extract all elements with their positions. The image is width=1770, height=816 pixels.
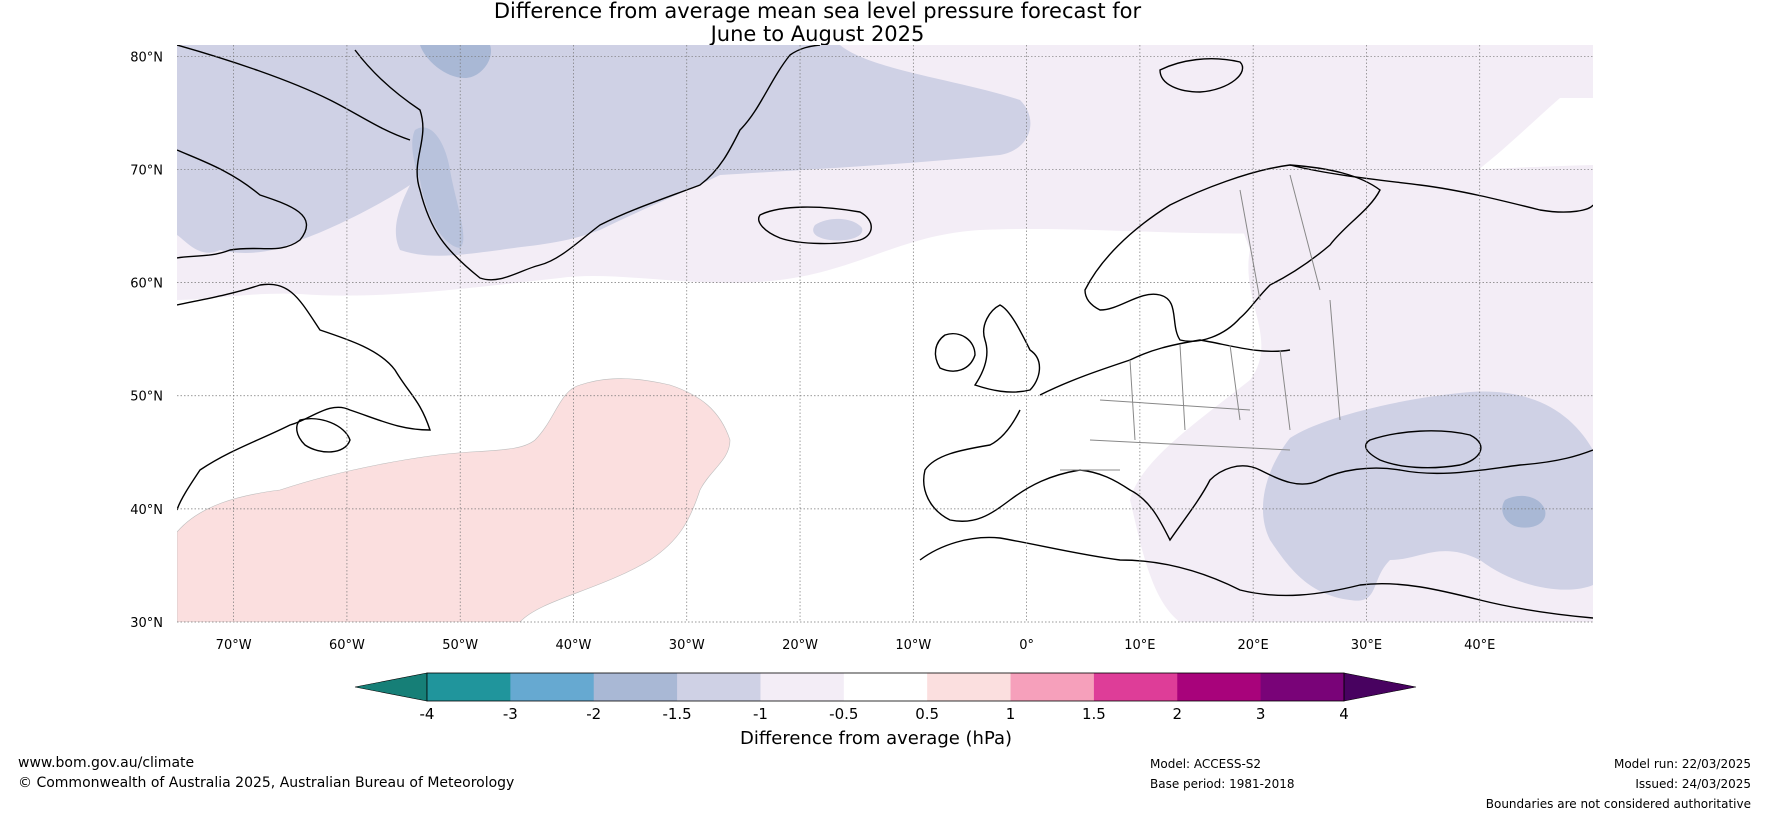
coast-europe	[923, 339, 1593, 542]
colorbar-tick-label: 2	[1172, 705, 1182, 723]
lon-label: 0°	[1019, 638, 1034, 653]
lon-label: 30°W	[669, 638, 705, 653]
colorbar-tick-label: -1	[753, 705, 768, 723]
colorbar-tick-label: -0.5	[829, 705, 858, 723]
colorbar-tick-label: -1.5	[662, 705, 691, 723]
colorbar	[354, 672, 1417, 702]
colorbar-tick-label: 3	[1256, 705, 1266, 723]
colorbar-segment	[1177, 673, 1262, 701]
chart-title: Difference from average mean sea level p…	[0, 0, 1635, 46]
colorbar-segment	[1093, 673, 1178, 701]
coast-north-africa	[919, 536, 1593, 619]
coast-greenland	[354, 45, 821, 281]
colorbar-segment	[760, 673, 845, 701]
colorbar-tick-label: 0.5	[915, 705, 939, 723]
disclaimer-text: Boundaries are not considered authoritat…	[1485, 797, 1751, 811]
anomaly-region-greenland	[177, 45, 1031, 256]
colorbar-segment	[510, 673, 595, 701]
colorbar-tick-label: 1.5	[1082, 705, 1106, 723]
lon-label: 20°E	[1238, 638, 1269, 653]
coast-ireland	[934, 333, 976, 372]
coastlines	[177, 45, 1593, 619]
colorbar-segment	[1010, 673, 1095, 701]
coast-labrador	[177, 283, 431, 511]
colorbar-tick-label: -4	[420, 705, 435, 723]
coast-iceland	[758, 206, 872, 245]
model-run-text: Model run: 22/03/2025	[1613, 757, 1751, 771]
lon-label: 70°W	[216, 638, 252, 653]
lat-label: 60°N	[130, 277, 163, 292]
base-period-text: Base period: 1981-2018	[1150, 777, 1295, 791]
colorbar-segment	[677, 673, 761, 701]
colorbar-tick-label: -2	[586, 705, 601, 723]
anomaly-region-blacksea	[1262, 391, 1593, 601]
lon-label: 40°E	[1464, 638, 1495, 653]
colorbar-border	[426, 672, 1345, 702]
colorbar-tick-label: 4	[1339, 705, 1349, 723]
lon-label: 10°W	[895, 638, 931, 653]
colorbar-extend-low	[354, 672, 428, 702]
lat-label: 30°N	[130, 616, 163, 631]
colorbar-segment	[843, 673, 928, 701]
lat-label: 40°N	[130, 503, 163, 518]
coast-uk	[973, 304, 1041, 393]
colorbar-segment	[1260, 673, 1345, 701]
coast-ellesmere	[177, 45, 411, 141]
latitude-labels: 80°N 70°N 60°N 50°N 40°N 30°N	[130, 50, 163, 631]
coast-baffin	[177, 149, 308, 259]
coast-scandinavia	[1084, 164, 1381, 342]
colorbar-segment	[427, 673, 511, 701]
longitude-labels: 70°W 60°W 50°W 40°W 30°W 20°W 10°W 0° 10°E 20°E 30…	[216, 638, 1496, 653]
lon-label: 50°W	[442, 638, 478, 653]
colorbar-segment	[927, 673, 1012, 701]
coast-black-sea	[1365, 430, 1482, 469]
coast-russia-arctic	[1289, 164, 1593, 213]
issued-text: Issued: 24/03/2025	[1635, 777, 1751, 791]
model-text: Model: ACCESS-S2	[1150, 757, 1262, 771]
anomaly-region-atlantic-pink	[177, 378, 731, 622]
lon-label: 40°W	[556, 638, 592, 653]
lon-label: 30°E	[1351, 638, 1382, 653]
colorbar-extend-high	[1343, 672, 1417, 702]
colorbar-tick-label: -3	[503, 705, 518, 723]
country-borders	[1060, 174, 1341, 471]
colorbar-tick-labels: -4 -3 -2 -1.5 -1 -0.5 0.5 1 1.5 2 3 4	[420, 705, 1349, 723]
coast-newfoundland	[296, 418, 351, 453]
colorbar-segment	[593, 673, 678, 701]
lon-label: 10°E	[1124, 638, 1155, 653]
anomaly-region-iceland	[813, 218, 863, 241]
lon-label: 60°W	[329, 638, 365, 653]
title-line-1: Difference from average mean sea level p…	[493, 0, 1142, 23]
colorbar-tick-label: 1	[1006, 705, 1016, 723]
colorbar-label: Difference from average (hPa)	[740, 728, 1013, 749]
coast-svalbard	[1159, 58, 1244, 93]
graticule	[177, 45, 1593, 623]
lat-label: 50°N	[130, 390, 163, 405]
title-line-2: June to August 2025	[710, 22, 925, 46]
lat-label: 80°N	[130, 50, 163, 65]
copyright-text: © Commonwealth of Australia 2025, Austra…	[18, 775, 515, 791]
anomaly-region-blue-greenland	[412, 127, 464, 248]
lon-label: 20°W	[782, 638, 818, 653]
website-text: www.bom.gov.au/climate	[18, 755, 195, 771]
map-area	[177, 45, 1593, 622]
anomaly-region-blue-caucasus	[1502, 495, 1546, 528]
anomaly-region-blue-north	[420, 45, 491, 78]
lat-label: 70°N	[130, 163, 163, 178]
